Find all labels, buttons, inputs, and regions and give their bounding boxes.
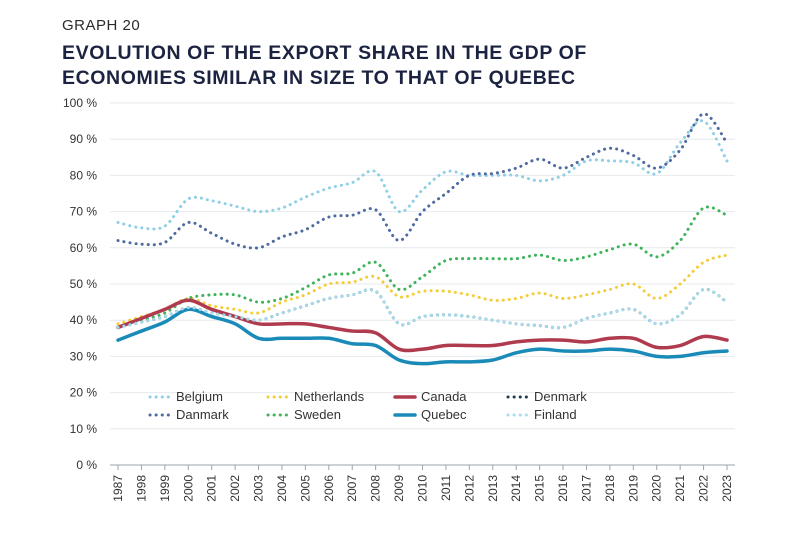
x-tick-label: 2012	[462, 475, 476, 502]
x-tick-label: 2007	[345, 475, 359, 502]
legend: Belgium Netherlands Canada Denmark Danmark Sw…	[148, 389, 587, 422]
x-axis: 1987 1998 1999 2000 2001 2002 2003 2004 2005 2006…	[111, 465, 734, 502]
y-tick-label: 90 %	[70, 132, 98, 146]
y-tick-label: 80 %	[70, 168, 98, 182]
x-tick-label: 2005	[298, 475, 312, 502]
x-tick-label: 2008	[369, 475, 383, 502]
series-line-belgium	[116, 119, 729, 231]
x-tick-label: 2014	[509, 475, 523, 502]
y-tick-label: 10 %	[70, 422, 98, 436]
x-tick-label: 2004	[275, 475, 289, 502]
x-tick-label: 2016	[556, 475, 570, 502]
y-tick-label: 50 %	[70, 277, 98, 291]
chart-title-line-1: EVOLUTION OF THE EXPORT SHARE IN THE GDP…	[62, 42, 587, 64]
series-line-canada	[116, 298, 729, 353]
x-tick-label: 2020	[650, 475, 664, 502]
x-tick-label: 2009	[392, 475, 406, 502]
y-tick-label: 70 %	[70, 205, 98, 219]
legend-label-canada: Canada	[421, 389, 467, 404]
x-tick-label: 1998	[134, 475, 148, 502]
y-tick-label: 30 %	[70, 349, 98, 363]
graph-number: GRAPH 20	[62, 17, 141, 34]
y-axis: 0 % 10 % 20 % 30 % 40 % 50 % 60 % 70 % 80 % 90 % 1…	[63, 96, 97, 472]
series-line-danmark	[116, 112, 729, 250]
series-line-finland	[116, 287, 729, 330]
legend-label-sweden: Sweden	[294, 407, 341, 422]
x-tick-label: 2017	[579, 475, 593, 502]
x-tick-label: 2022	[697, 475, 711, 502]
legend-label-belgium: Belgium	[176, 389, 223, 404]
y-tick-label: 0 %	[76, 458, 97, 472]
x-tick-label: 2010	[416, 475, 430, 502]
x-tick-label: 2021	[673, 475, 687, 502]
legend-label-denmark: Denmark	[534, 389, 587, 404]
y-tick-label: 20 %	[70, 386, 98, 400]
x-tick-label: 2000	[181, 475, 195, 502]
x-tick-label: 2013	[486, 475, 500, 502]
x-tick-label: 2011	[439, 475, 453, 501]
x-tick-label: 2001	[205, 475, 219, 502]
chart-title-line-2: ECONOMIES SIMILAR IN SIZE TO THAT OF QUE…	[62, 67, 576, 89]
legend-label-quebec: Quebec	[421, 407, 467, 422]
x-tick-label: 2023	[720, 475, 734, 502]
y-tick-label: 40 %	[70, 313, 98, 327]
x-tick-label: 2018	[603, 475, 617, 502]
y-tick-label: 60 %	[70, 241, 98, 255]
legend-label-danmark: Danmark	[176, 407, 229, 422]
series-line-quebec	[116, 307, 729, 366]
x-tick-label: 2015	[533, 475, 547, 502]
x-tick-label: 2019	[626, 475, 640, 502]
x-tick-label: 2003	[252, 475, 266, 502]
y-tick-label: 100 %	[63, 96, 97, 110]
x-tick-label: 2002	[228, 475, 242, 502]
legend-label-finland: Finland	[534, 407, 577, 422]
legend-label-netherlands: Netherlands	[294, 389, 365, 404]
series-line-netherlands	[116, 253, 729, 326]
x-tick-label: 1987	[111, 475, 125, 502]
x-tick-label: 1999	[158, 475, 172, 502]
series-lines	[116, 112, 729, 366]
x-tick-label: 2006	[322, 475, 336, 502]
